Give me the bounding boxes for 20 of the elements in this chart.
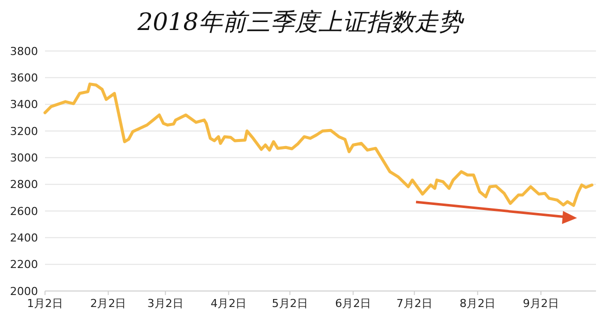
y-tick-label: 2600 xyxy=(10,204,38,218)
x-tick-label: 6月2日 xyxy=(335,297,372,310)
chart-title: 2018年前三季度上证指数走势 xyxy=(136,8,465,36)
y-tick-label: 2800 xyxy=(10,178,38,192)
x-tick-label: 5月2日 xyxy=(272,297,308,310)
y-tick-label: 3800 xyxy=(10,44,38,58)
x-tick-label: 2月2日 xyxy=(90,297,126,310)
y-tick-label: 3200 xyxy=(10,124,38,138)
y-tick-label: 3400 xyxy=(10,98,38,112)
y-tick-label: 2200 xyxy=(10,258,38,272)
x-tick-label: 1月2日 xyxy=(27,297,63,310)
y-tick-label: 2400 xyxy=(10,232,38,245)
x-tick-label: 4月2日 xyxy=(210,297,247,310)
x-tick-label: 3月2日 xyxy=(147,297,184,310)
x-tick-label: 9月2日 xyxy=(522,297,559,310)
y-tick-label: 2000 xyxy=(10,284,38,298)
y-tick-label: 3000 xyxy=(10,152,38,165)
x-tick-label: 7月2日 xyxy=(396,297,432,310)
y-tick-label: 3600 xyxy=(10,72,38,85)
x-tick-label: 8月2日 xyxy=(460,297,496,310)
